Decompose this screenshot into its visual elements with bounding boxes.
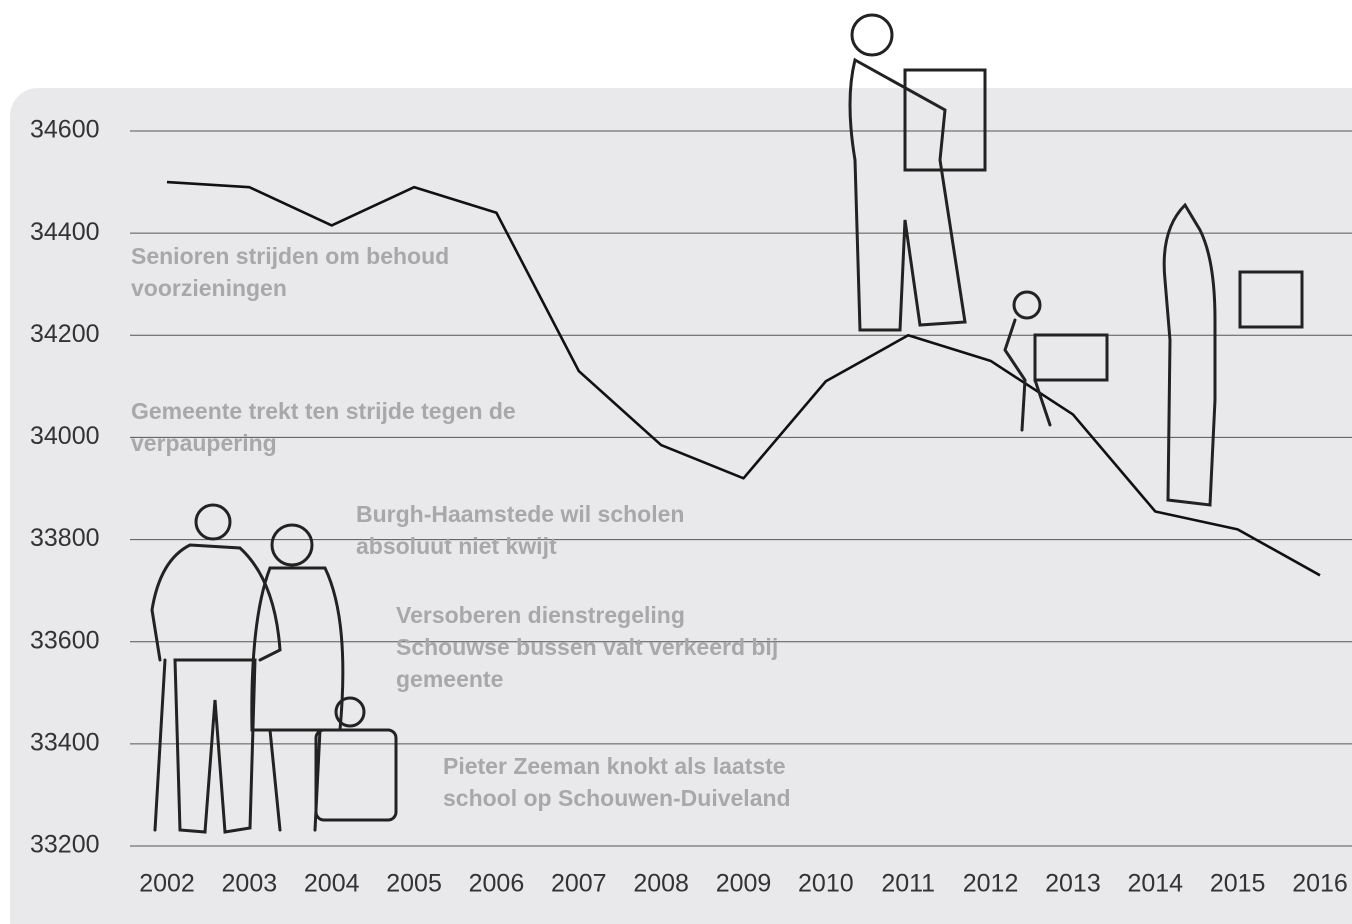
x-tick-label: 2014 <box>1127 870 1183 898</box>
y-tick-label: 33400 <box>30 728 100 756</box>
x-tick-label: 2016 <box>1292 870 1348 898</box>
annotation: verpaupering <box>131 430 277 456</box>
x-tick-label: 2011 <box>881 870 935 898</box>
y-tick-label: 34000 <box>30 422 100 450</box>
y-tick-label: 33200 <box>30 831 100 859</box>
x-tick-label: 2015 <box>1210 870 1266 898</box>
annotation: voorzieningen <box>131 275 287 301</box>
annotation: school op Schouwen-Duiveland <box>443 785 791 811</box>
x-tick-label: 2012 <box>963 870 1019 898</box>
annotation: absoluut niet kwijt <box>356 533 557 559</box>
annotation: Schouwse bussen valt verkeerd bij <box>396 634 778 660</box>
x-tick-label: 2005 <box>386 870 442 898</box>
y-tick-label: 34400 <box>30 218 100 246</box>
y-tick-label: 33800 <box>30 524 100 552</box>
annotation: Senioren strijden om behoud <box>131 243 449 269</box>
y-tick-label: 33600 <box>30 626 100 654</box>
x-tick-label: 2002 <box>139 870 195 898</box>
annotation: Gemeente trekt ten strijde tegen de <box>131 398 516 424</box>
x-tick-label: 2004 <box>304 870 360 898</box>
annotation: Burgh-Haamstede wil scholen <box>356 501 684 527</box>
x-tick-label: 2007 <box>551 870 607 898</box>
annotation: Versoberen dienstregeling <box>396 602 685 628</box>
x-tick-label: 2006 <box>469 870 525 898</box>
chart: 33200 33400 33600 33800 34000 34200 34400 34600… <box>0 0 1352 924</box>
y-tick-label: 34200 <box>30 320 100 348</box>
x-tick-label: 2010 <box>798 870 854 898</box>
x-tick-label: 2013 <box>1045 870 1101 898</box>
annotation: gemeente <box>396 666 503 692</box>
x-tick-label: 2003 <box>222 870 278 898</box>
x-tick-label: 2008 <box>633 870 689 898</box>
x-tick-label: 2009 <box>716 870 772 898</box>
y-tick-label: 34600 <box>30 116 100 144</box>
annotation: Pieter Zeeman knokt als laatste <box>443 753 786 779</box>
